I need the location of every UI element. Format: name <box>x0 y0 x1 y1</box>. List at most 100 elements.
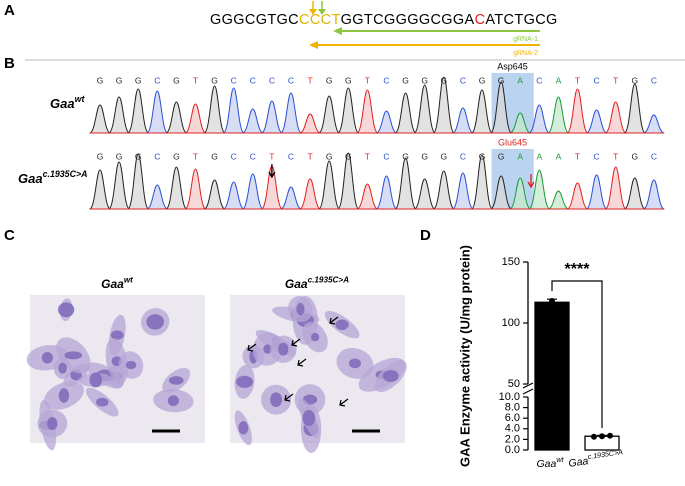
data-point <box>591 433 597 440</box>
axis-break <box>522 382 534 395</box>
cell-arrow <box>247 343 257 352</box>
base-call: C <box>250 75 256 85</box>
base-call: T <box>365 151 370 161</box>
grna-arrowhead <box>333 27 342 35</box>
base-call: G <box>116 151 123 161</box>
base-call: T <box>613 75 618 85</box>
cell-arrow <box>297 358 307 367</box>
panel-letter: D <box>420 227 431 244</box>
base-call: C <box>231 151 237 161</box>
nucleus <box>96 397 109 407</box>
base-call: G <box>345 75 352 85</box>
peak <box>394 92 417 134</box>
base-call: T <box>575 75 580 85</box>
peak <box>127 153 150 210</box>
grna-label: gRNA-2 <box>513 50 538 57</box>
y-tick-label: 6.0 <box>505 412 520 424</box>
base-call: A <box>556 75 562 85</box>
peak <box>299 113 321 134</box>
peak <box>241 173 264 210</box>
nucleus <box>41 352 54 364</box>
cell-arrow <box>291 338 301 347</box>
peak <box>280 92 302 134</box>
peak <box>318 95 341 134</box>
base-call: G <box>498 75 505 85</box>
base-call: T <box>613 151 618 161</box>
base-call: C <box>288 75 294 85</box>
panel-letter: B <box>4 55 15 72</box>
peak <box>643 114 665 134</box>
nucleus <box>168 376 184 385</box>
label-base: Gaa <box>50 96 75 111</box>
sequence-segment: CCCT <box>299 12 341 28</box>
base-call: G <box>421 75 428 85</box>
nucleus <box>110 330 124 340</box>
base-call: G <box>402 75 409 85</box>
peak <box>223 181 245 210</box>
significance: **** <box>565 261 591 278</box>
base-call: A <box>536 151 542 161</box>
base-call: T <box>269 151 274 161</box>
base-call: C <box>536 75 542 85</box>
peak <box>413 84 436 134</box>
codon-annotation: Glu645 <box>498 137 527 147</box>
nucleus <box>263 344 273 354</box>
nucleus <box>125 360 137 370</box>
peak <box>184 103 207 134</box>
sequence-segment: C <box>475 12 486 28</box>
mutation-arrow <box>527 174 535 189</box>
peak <box>127 88 150 134</box>
peak <box>605 101 627 134</box>
base-call: T <box>193 151 198 161</box>
peak <box>375 175 398 210</box>
peak <box>547 96 570 134</box>
peak <box>585 174 608 210</box>
sequence-segment: GGGCGTGC <box>210 12 299 28</box>
label-base: Gaa <box>537 458 557 470</box>
base-call: G <box>211 151 218 161</box>
peak <box>585 109 608 134</box>
nucleus <box>236 375 254 388</box>
base-call: A <box>517 151 523 161</box>
base-call: G <box>173 75 180 85</box>
y-tick-label: 100 <box>502 317 520 329</box>
label-sup: c.1935C>A <box>43 169 88 179</box>
base-call: G <box>97 75 104 85</box>
base-call: C <box>460 75 466 85</box>
sequence-segment: GGTCGGGGCGGA <box>341 12 475 28</box>
base-call: G <box>479 75 486 85</box>
label-sup: wt <box>124 276 133 285</box>
base-call: C <box>154 75 160 85</box>
peak <box>394 157 417 210</box>
peak <box>566 182 589 210</box>
nucleus <box>238 421 249 435</box>
nucleus <box>57 302 75 318</box>
micrograph-title: Gaawt <box>101 276 133 292</box>
peak <box>337 87 360 134</box>
peak <box>509 112 531 134</box>
label-sup: c.1935C>A <box>308 276 350 285</box>
peak <box>623 83 646 134</box>
peak <box>165 166 188 210</box>
y-tick-label: 2.0 <box>505 433 520 445</box>
peak <box>643 179 665 210</box>
significance-bracket <box>551 280 603 428</box>
nucleus <box>58 362 67 374</box>
peak <box>261 100 283 134</box>
peak <box>318 160 341 210</box>
base-call: C <box>154 151 160 161</box>
peak <box>490 175 512 210</box>
base-call: G <box>211 75 218 85</box>
peak <box>490 81 512 134</box>
peak <box>203 85 226 134</box>
peak <box>203 179 226 210</box>
peak <box>604 166 627 210</box>
base-call: T <box>365 75 370 85</box>
panel-letter: C <box>4 227 15 244</box>
nucleus <box>278 342 289 356</box>
peak <box>432 170 455 210</box>
peak <box>547 190 569 210</box>
base-call: G <box>421 151 428 161</box>
label-base: Gaa <box>18 171 43 186</box>
